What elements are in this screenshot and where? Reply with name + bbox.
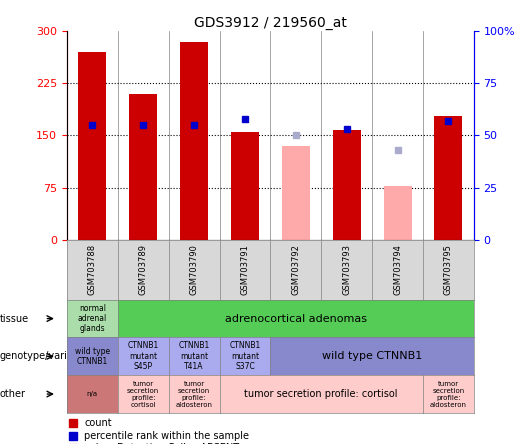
Bar [333, 130, 360, 240]
Bar [231, 132, 259, 240]
Text: wild type
CTNNB1: wild type CTNNB1 [75, 347, 110, 366]
Title: GDS3912 / 219560_at: GDS3912 / 219560_at [194, 16, 347, 30]
Text: tissue: tissue [0, 313, 29, 324]
Text: tumor
secretion
profile:
cortisol: tumor secretion profile: cortisol [127, 381, 159, 408]
Text: other: other [0, 389, 26, 399]
Text: percentile rank within the sample: percentile rank within the sample [84, 431, 249, 441]
Text: GSM703794: GSM703794 [393, 244, 402, 295]
Text: CTNNB1
mutant
S45P: CTNNB1 mutant S45P [128, 341, 159, 371]
Text: normal
adrenal
glands: normal adrenal glands [78, 304, 107, 333]
Bar [434, 116, 462, 240]
Bar [129, 94, 157, 240]
Bar [78, 52, 107, 240]
Bar [282, 146, 310, 240]
Bar [180, 42, 208, 240]
Text: value, Detection Call = ABSENT: value, Detection Call = ABSENT [84, 443, 239, 444]
Text: tumor secretion profile: cortisol: tumor secretion profile: cortisol [245, 389, 398, 399]
Text: GSM703795: GSM703795 [444, 244, 453, 295]
Text: CTNNB1
mutant
T41A: CTNNB1 mutant T41A [179, 341, 210, 371]
Text: count: count [84, 418, 112, 428]
Text: tumor
secretion
profile:
aldosteron: tumor secretion profile: aldosteron [430, 381, 467, 408]
Text: GSM703790: GSM703790 [190, 244, 199, 295]
Text: GSM703788: GSM703788 [88, 244, 97, 295]
Bar [384, 186, 411, 240]
Text: wild type CTNNB1: wild type CTNNB1 [322, 351, 422, 361]
Text: CTNNB1
mutant
S37C: CTNNB1 mutant S37C [229, 341, 261, 371]
Text: GSM703791: GSM703791 [241, 244, 249, 295]
Text: genotype/variation: genotype/variation [0, 351, 93, 361]
Text: GSM703789: GSM703789 [139, 244, 148, 295]
Text: tumor
secretion
profile:
aldosteron: tumor secretion profile: aldosteron [176, 381, 213, 408]
Text: GSM703793: GSM703793 [342, 244, 351, 295]
Text: adrenocortical adenomas: adrenocortical adenomas [225, 313, 367, 324]
Text: n/a: n/a [87, 391, 98, 397]
Text: GSM703792: GSM703792 [291, 244, 300, 295]
